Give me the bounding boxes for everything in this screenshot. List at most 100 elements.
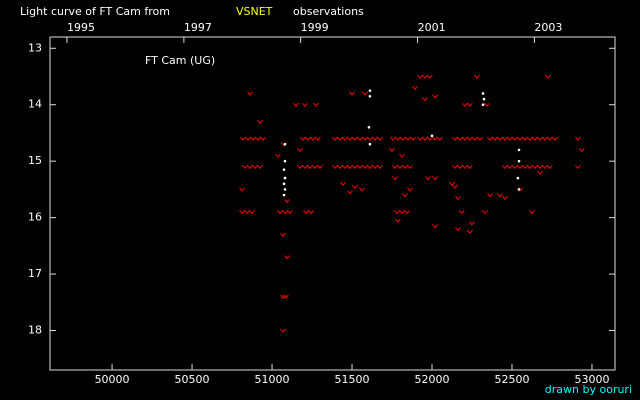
data-point (452, 184, 458, 189)
data-point (372, 164, 378, 170)
data-point (359, 187, 365, 192)
data-point (449, 181, 455, 187)
chart-title-highlight: VSNET (236, 5, 273, 18)
data-point (407, 187, 413, 192)
data-point (337, 164, 343, 170)
data-point (277, 210, 283, 215)
data-point (516, 176, 520, 180)
data-point (404, 210, 410, 215)
data-point (257, 119, 263, 124)
data-point (542, 164, 548, 170)
data-point (310, 136, 316, 141)
x-tick-label: 50500 (175, 373, 210, 386)
data-point (282, 182, 286, 186)
data-point (502, 196, 508, 201)
data-point (368, 89, 372, 92)
data-point (467, 164, 473, 170)
data-point (492, 136, 498, 141)
data-point (389, 148, 395, 153)
data-point (462, 102, 468, 108)
x2-tick-label: 1997 (184, 21, 212, 34)
data-point (282, 168, 286, 171)
data-point (502, 164, 508, 170)
data-point (250, 136, 256, 141)
data-point (462, 164, 468, 170)
data-point (368, 142, 372, 146)
data-point (372, 136, 378, 141)
data-point (522, 136, 528, 141)
data-point (467, 102, 473, 108)
data-point (487, 193, 493, 198)
data-point (313, 102, 319, 108)
data-point (405, 136, 411, 141)
data-point (394, 210, 400, 215)
data-point (399, 210, 405, 215)
data-point (532, 164, 538, 170)
data-point (282, 210, 288, 215)
data-point (481, 103, 485, 107)
x2-tick-label: 1999 (301, 21, 329, 34)
data-point (507, 164, 513, 170)
data-point (517, 136, 523, 141)
data-point (293, 102, 299, 108)
data-point (522, 164, 528, 170)
x-tick-label: 53000 (574, 373, 609, 386)
data-point (410, 136, 416, 141)
data-point (362, 136, 368, 141)
data-point (427, 74, 433, 79)
data-point (302, 102, 308, 108)
data-point (284, 198, 290, 203)
x2-tick-label: 1995 (67, 21, 95, 34)
data-point (467, 136, 473, 141)
annotation: FT Cam (UG) (145, 54, 215, 67)
data-point (437, 136, 443, 141)
data-point (257, 164, 263, 170)
data-point (532, 136, 538, 141)
data-point (481, 92, 485, 95)
data-point (283, 142, 287, 146)
data-point (484, 102, 490, 108)
data-point (395, 218, 401, 223)
data-point (255, 136, 261, 141)
data-point (347, 164, 353, 170)
data-point (332, 136, 338, 141)
data-point (462, 136, 468, 141)
data-point (517, 188, 521, 191)
data-point (242, 164, 248, 170)
data-point (397, 164, 403, 170)
data-point (432, 224, 438, 229)
data-point (477, 136, 483, 141)
data-point (342, 164, 348, 170)
data-point (247, 91, 253, 96)
data-point (579, 148, 585, 153)
data-point (517, 159, 521, 163)
data-point (392, 164, 398, 170)
data-point (497, 193, 503, 198)
x-tick-label: 52500 (494, 373, 529, 386)
data-point (527, 136, 533, 141)
y-tick-label: 14 (28, 98, 42, 111)
data-point (392, 176, 398, 181)
data-point (362, 91, 368, 96)
data-point (517, 148, 521, 152)
data-point (547, 164, 553, 170)
data-point (455, 227, 461, 232)
data-point (552, 136, 558, 141)
data-point (422, 97, 428, 102)
data-point (575, 164, 581, 170)
data-point (317, 164, 323, 170)
data-point (432, 94, 438, 99)
data-point (507, 136, 513, 141)
y-tick-label: 16 (28, 211, 42, 224)
data-point (287, 210, 293, 215)
data-point (497, 136, 503, 141)
data-point (342, 136, 348, 141)
data-point (537, 136, 543, 141)
data-point (517, 164, 523, 170)
data-point (340, 181, 346, 187)
data-point (377, 164, 383, 170)
data-point (472, 136, 478, 141)
data-point (545, 74, 551, 79)
data-point (305, 136, 311, 141)
